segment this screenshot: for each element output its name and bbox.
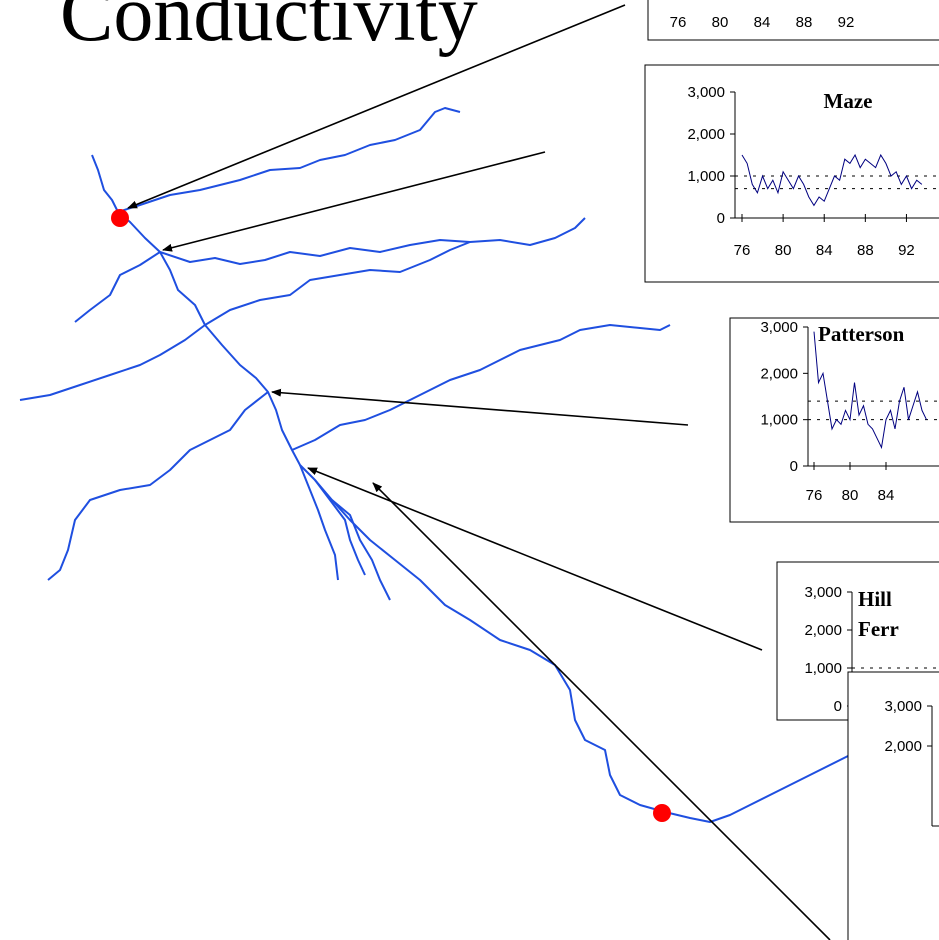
y-tick-label: 1,000 xyxy=(687,168,725,185)
slide: Conductivity 76808488923,0002,0001,00007… xyxy=(0,0,939,940)
arrow xyxy=(272,392,688,425)
inset-chart: 3,000 2,000 1,000 0 76 80 84 88 92 Maze xyxy=(645,65,939,282)
x-tick-label: 84 xyxy=(754,14,771,31)
chart-frame xyxy=(648,0,939,40)
inset-chart: 3,000 2,000 1,000 0 76 80 84 Patterson xyxy=(730,318,939,522)
y-tick-label: 3,000 xyxy=(884,698,922,715)
chart-title: Ferr xyxy=(858,617,899,641)
y-tick-label: 3,000 xyxy=(804,584,842,601)
x-tick-label: 80 xyxy=(775,242,792,259)
x-tick-label: 88 xyxy=(796,14,813,31)
y-tick-label: 3,000 xyxy=(687,84,725,101)
y-tick-label: 3,000 xyxy=(760,319,798,336)
y-tick-label: 2,000 xyxy=(760,365,798,382)
slide-title: Conductivity xyxy=(60,0,478,58)
y-tick-label: 0 xyxy=(717,210,725,227)
station-dot xyxy=(653,804,671,822)
x-tick-label: 84 xyxy=(878,487,895,504)
chart-title: Hill xyxy=(858,587,892,611)
x-tick-label: 80 xyxy=(842,487,859,504)
page: {"title": "Conductivity", "chart_data": … xyxy=(0,0,939,940)
y-tick-label: 2,000 xyxy=(884,738,922,755)
x-tick-label: 76 xyxy=(806,487,823,504)
arrow xyxy=(308,468,762,650)
chart-title: Maze xyxy=(824,89,873,113)
x-tick-label: 92 xyxy=(898,242,915,259)
y-tick-label: 1,000 xyxy=(804,660,842,677)
y-tick-label: 2,000 xyxy=(804,622,842,639)
x-tick-label: 80 xyxy=(712,14,729,31)
y-tick-label: 0 xyxy=(834,698,842,715)
arrow xyxy=(163,152,545,250)
y-tick-label: 2,000 xyxy=(687,126,725,143)
inset-chart: 3,000 2,000 xyxy=(848,672,939,940)
y-tick-label: 0 xyxy=(790,458,798,475)
x-tick-label: 76 xyxy=(734,242,751,259)
chart-title: Patterson xyxy=(818,322,905,346)
x-tick-label: 92 xyxy=(838,14,855,31)
arrow xyxy=(373,483,830,940)
x-tick-label: 76 xyxy=(670,14,687,31)
x-tick-label: 88 xyxy=(857,242,874,259)
inset-chart: 76 80 84 88 92 xyxy=(648,0,939,40)
x-tick-label: 84 xyxy=(816,242,833,259)
y-tick-label: 1,000 xyxy=(760,412,798,429)
station-dot xyxy=(111,209,129,227)
